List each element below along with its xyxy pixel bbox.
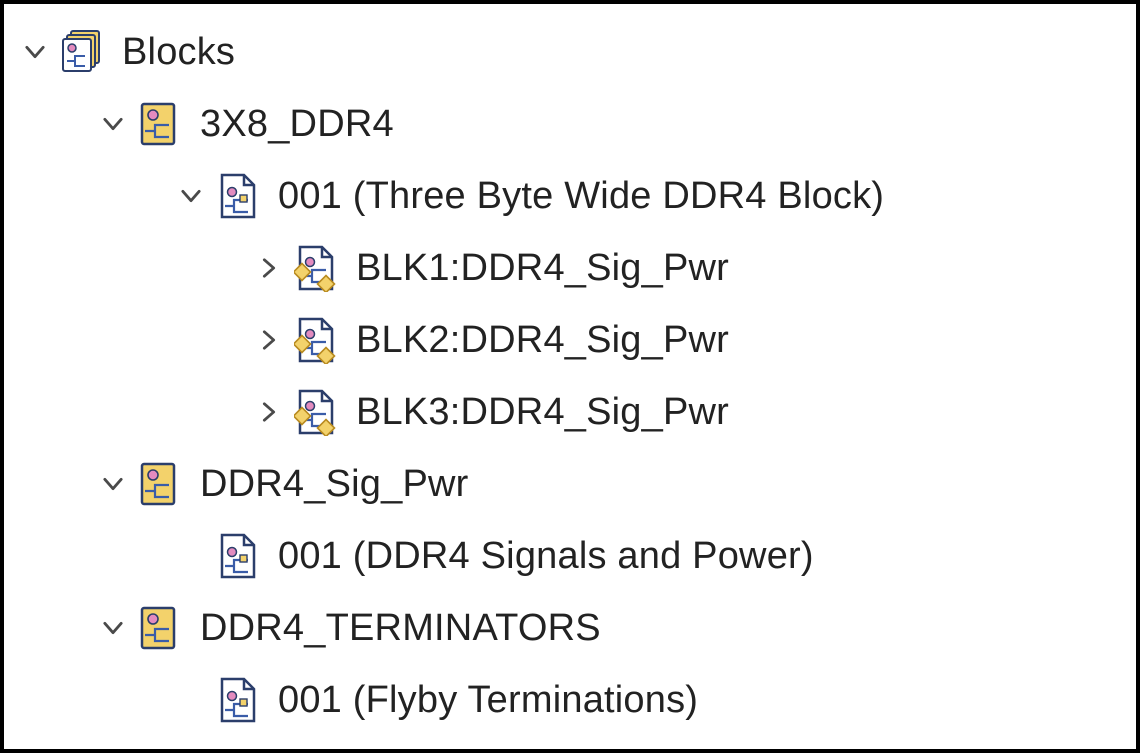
tree-label: 3X8_DDR4 [200, 105, 394, 143]
tree-label: BLK2:DDR4_Sig_Pwr [356, 321, 729, 359]
block-yellow-icon [134, 98, 186, 150]
chevron-right-icon[interactable] [248, 398, 290, 426]
chevron-right-icon[interactable] [248, 326, 290, 354]
block-yellow-icon [134, 458, 186, 510]
tree-label: DDR4_TERMINATORS [200, 609, 601, 647]
tree-row-blk2[interactable]: BLK2:DDR4_Sig_Pwr [14, 304, 1126, 376]
tree-row-3x8-ddr4[interactable]: 3X8_DDR4 [14, 88, 1126, 160]
block-yellow-icon [134, 602, 186, 654]
tree-label: Blocks [122, 33, 235, 71]
tree-row-blk3[interactable]: BLK3:DDR4_Sig_Pwr [14, 376, 1126, 448]
chevron-down-icon[interactable] [14, 38, 56, 66]
tree-label: BLK3:DDR4_Sig_Pwr [356, 393, 729, 431]
page-yellow-icon [290, 386, 342, 438]
page-white-icon [212, 674, 264, 726]
chevron-down-icon[interactable] [92, 470, 134, 498]
tree-label: BLK1:DDR4_Sig_Pwr [356, 249, 729, 287]
page-white-icon [212, 530, 264, 582]
page-white-icon [212, 170, 264, 222]
tree-label: 001 (Three Byte Wide DDR4 Block) [278, 177, 884, 215]
tree-panel: Blocks 3X8_DDR4 [0, 0, 1140, 753]
chevron-down-icon[interactable] [170, 182, 212, 210]
page-yellow-icon [290, 314, 342, 366]
tree-label: 001 (DDR4 Signals and Power) [278, 537, 814, 575]
stack-icon [56, 26, 108, 78]
tree-label: 001 (Flyby Terminations) [278, 681, 698, 719]
page-yellow-icon [290, 242, 342, 294]
tree-row-blk1[interactable]: BLK1:DDR4_Sig_Pwr [14, 232, 1126, 304]
tree-label: DDR4_Sig_Pwr [200, 465, 469, 503]
tree-row-ddr4-terminators[interactable]: DDR4_TERMINATORS [14, 592, 1126, 664]
tree-row-001-flyby[interactable]: 001 (Flyby Terminations) [14, 664, 1126, 736]
blocks-tree: Blocks 3X8_DDR4 [14, 16, 1126, 736]
chevron-down-icon[interactable] [92, 110, 134, 138]
tree-row-001-three-byte[interactable]: 001 (Three Byte Wide DDR4 Block) [14, 160, 1126, 232]
chevron-right-icon[interactable] [248, 254, 290, 282]
tree-row-blocks[interactable]: Blocks [14, 16, 1126, 88]
tree-row-ddr4-sig-pwr[interactable]: DDR4_Sig_Pwr [14, 448, 1126, 520]
chevron-down-icon[interactable] [92, 614, 134, 642]
tree-row-001-sig-pwr[interactable]: 001 (DDR4 Signals and Power) [14, 520, 1126, 592]
